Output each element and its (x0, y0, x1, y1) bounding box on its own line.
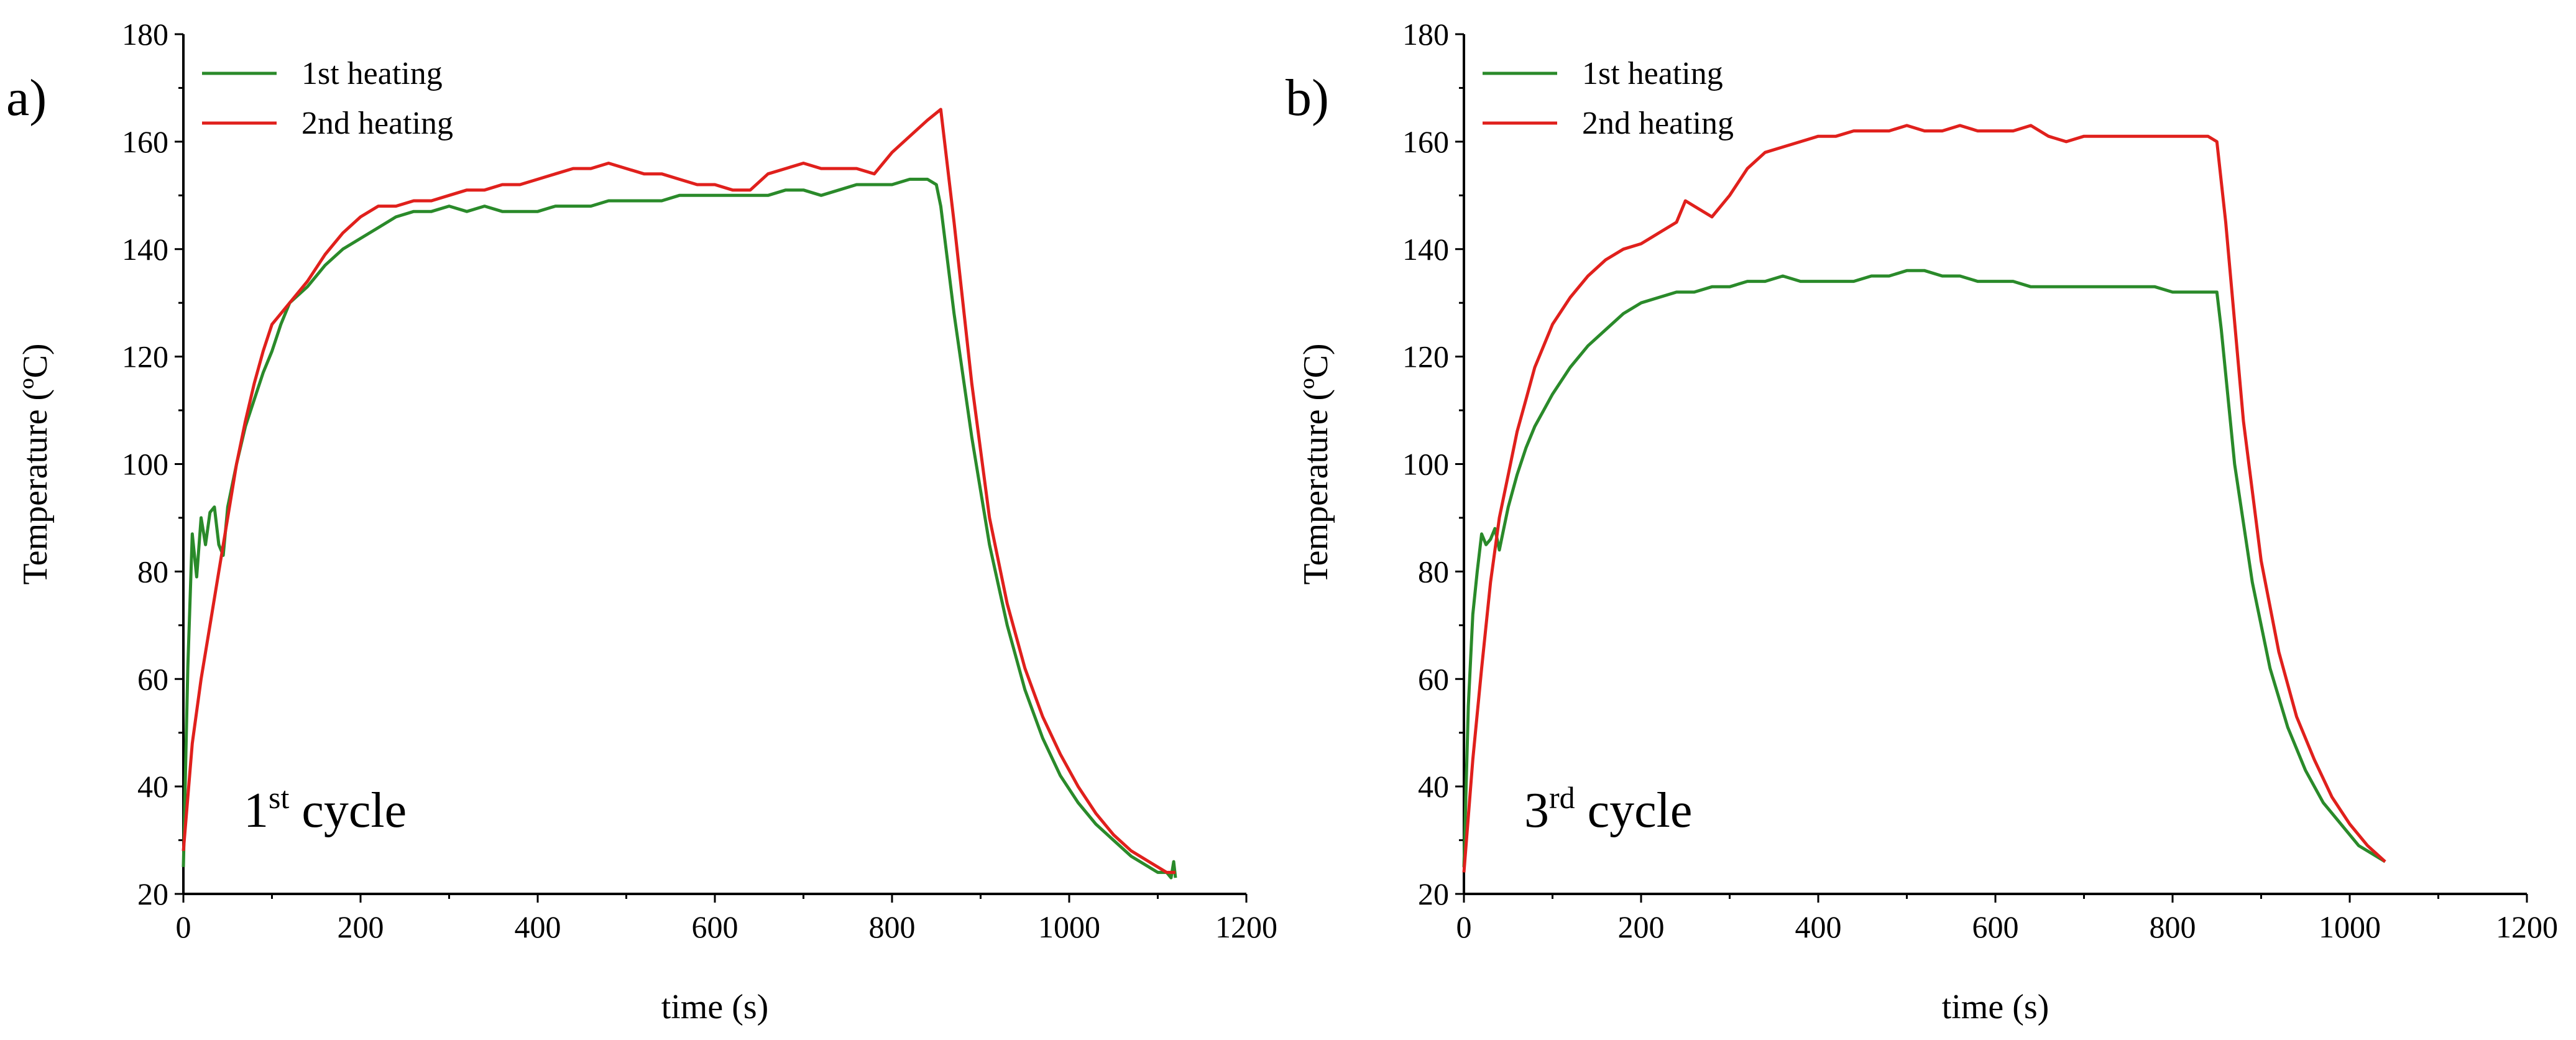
x-tick-label: 400 (1795, 909, 1842, 944)
series-line-first-heating (1462, 269, 2386, 867)
panel-label-a: a) (6, 69, 47, 127)
panel-label-b: b) (1286, 69, 1329, 127)
y-tick-label: 140 (1402, 232, 1449, 267)
x-tick-label: 1000 (1038, 909, 1100, 944)
x-tick-label: 1000 (2319, 909, 2381, 944)
y-tick-label: 80 (1418, 554, 1449, 589)
y-axis-label: Temperature (ºC) (16, 343, 55, 584)
y-tick-label: 180 (122, 17, 168, 52)
y-tick-label: 100 (122, 447, 168, 482)
y-tick-label: 20 (1418, 877, 1449, 911)
y-tick-label: 140 (122, 232, 168, 267)
cycle-annotation-b: 3rd cycle (1524, 780, 1692, 838)
x-tick-label: 0 (176, 909, 191, 944)
legend-label: 2nd heating (1582, 106, 1734, 141)
y-tick-label: 160 (1402, 124, 1449, 159)
x-axis-label: time (s) (1942, 988, 2049, 1026)
x-tick-label: 200 (338, 909, 384, 944)
x-tick-label: 0 (1456, 909, 1472, 944)
x-tick-label: 800 (2150, 909, 2196, 944)
y-axis-label: Temperature (ºC) (1297, 343, 1335, 584)
y-tick-label: 60 (137, 661, 168, 696)
legend-label: 1st heating (301, 56, 443, 91)
legend-label: 2nd heating (301, 106, 453, 141)
series-line-second-heating (1462, 124, 2386, 873)
x-tick-label: 600 (692, 909, 738, 944)
y-tick-label: 20 (137, 877, 168, 911)
x-tick-label: 1200 (2496, 909, 2558, 944)
x-axis-label: time (s) (661, 988, 769, 1026)
panel-b: b) 3rd cycle 20 40 60 80 100 120 140 160 180 0 200… (1286, 17, 2558, 1026)
x-tick-label: 600 (1972, 909, 2019, 944)
x-tick-label: 1200 (1215, 909, 1277, 944)
series-line-second-heating (182, 108, 1175, 874)
y-tick-label: 100 (1402, 447, 1449, 482)
y-tick-label: 60 (1418, 661, 1449, 696)
y-tick-label: 120 (122, 339, 168, 374)
panel-a: a) 1st cycle 20 40 60 80 100 120 140 160 180 0 200… (6, 17, 1277, 1026)
y-tick-label: 40 (137, 769, 168, 804)
x-tick-label: 200 (1618, 909, 1665, 944)
cycle-annotation-a: 1st cycle (244, 780, 407, 838)
legend-label: 1st heating (1582, 56, 1723, 91)
y-tick-label: 120 (1402, 339, 1449, 374)
y-tick-label: 180 (1402, 17, 1449, 52)
y-tick-label: 40 (1418, 769, 1449, 804)
series-line-first-heating (182, 177, 1177, 880)
y-tick-label: 160 (122, 124, 168, 159)
y-tick-label: 80 (137, 554, 168, 589)
x-tick-label: 800 (869, 909, 916, 944)
x-tick-label: 400 (515, 909, 561, 944)
